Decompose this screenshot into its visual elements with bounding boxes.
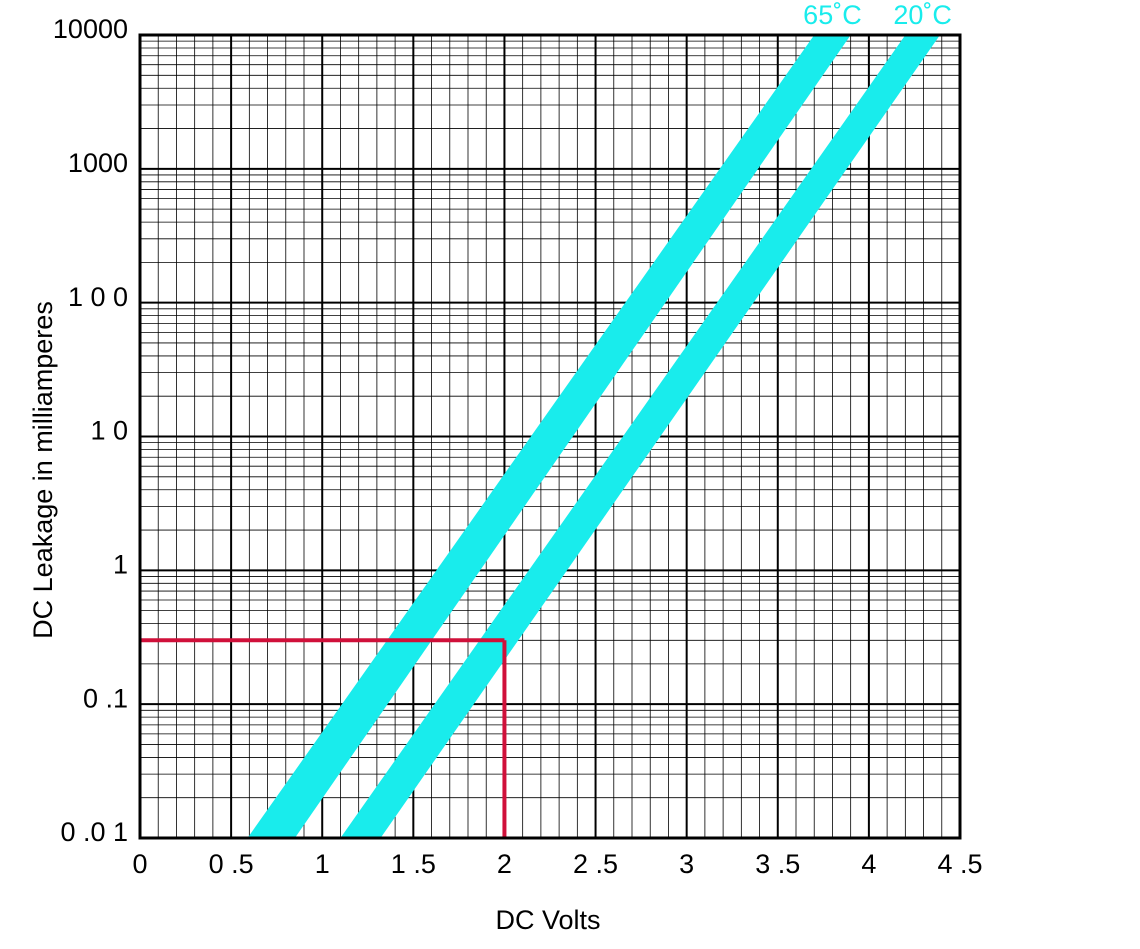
x-tick-label: 4 — [861, 849, 876, 879]
legend-label: 20˚C — [893, 0, 952, 30]
band — [340, 35, 940, 838]
y-tick-label: 0 .1 — [83, 683, 128, 713]
y-tick-label: 1 0 0 — [68, 282, 128, 312]
y-tick-label: 1000 — [68, 148, 128, 178]
x-axis-title: DC Volts — [495, 905, 600, 935]
y-tick-label: 1 — [113, 549, 128, 579]
x-tick-label: 0 .5 — [209, 849, 254, 879]
legend-label: 65˚C — [803, 0, 862, 30]
x-tick-label: 2 .5 — [573, 849, 618, 879]
x-tick-label: 3 — [679, 849, 694, 879]
y-tick-label: 1 0 — [90, 416, 128, 446]
x-tick-label: 1 — [315, 849, 330, 879]
y-axis-title: DC Leakage in milliamperes — [28, 301, 58, 639]
x-tick-label: 1 .5 — [391, 849, 436, 879]
y-tick-label: 0 .0 1 — [60, 817, 128, 847]
x-tick-label: 3 .5 — [755, 849, 800, 879]
x-tick-label: 4 .5 — [937, 849, 982, 879]
y-tick-label: 10000 — [53, 14, 128, 44]
x-tick-label: 0 — [132, 849, 147, 879]
x-tick-label: 2 — [497, 849, 512, 879]
band — [247, 35, 851, 838]
plot-frame — [138, 33, 962, 840]
